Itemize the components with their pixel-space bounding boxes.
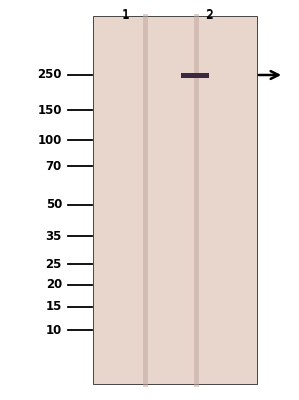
Text: 15: 15	[46, 300, 62, 314]
Text: 1: 1	[122, 8, 129, 20]
Text: 100: 100	[38, 134, 62, 146]
Text: 50: 50	[46, 198, 62, 212]
Text: 20: 20	[46, 278, 62, 292]
Text: 25: 25	[46, 258, 62, 270]
Text: 10: 10	[46, 324, 62, 336]
Bar	[181, 72, 209, 78]
Text: 2: 2	[205, 8, 213, 20]
Bar	[93, 16, 257, 384]
Text: 70: 70	[46, 160, 62, 172]
Text: 150: 150	[37, 104, 62, 116]
Text: 2: 2	[205, 9, 213, 22]
Text: 35: 35	[46, 230, 62, 242]
Text: 1: 1	[122, 9, 129, 22]
Text: 250: 250	[37, 68, 62, 82]
